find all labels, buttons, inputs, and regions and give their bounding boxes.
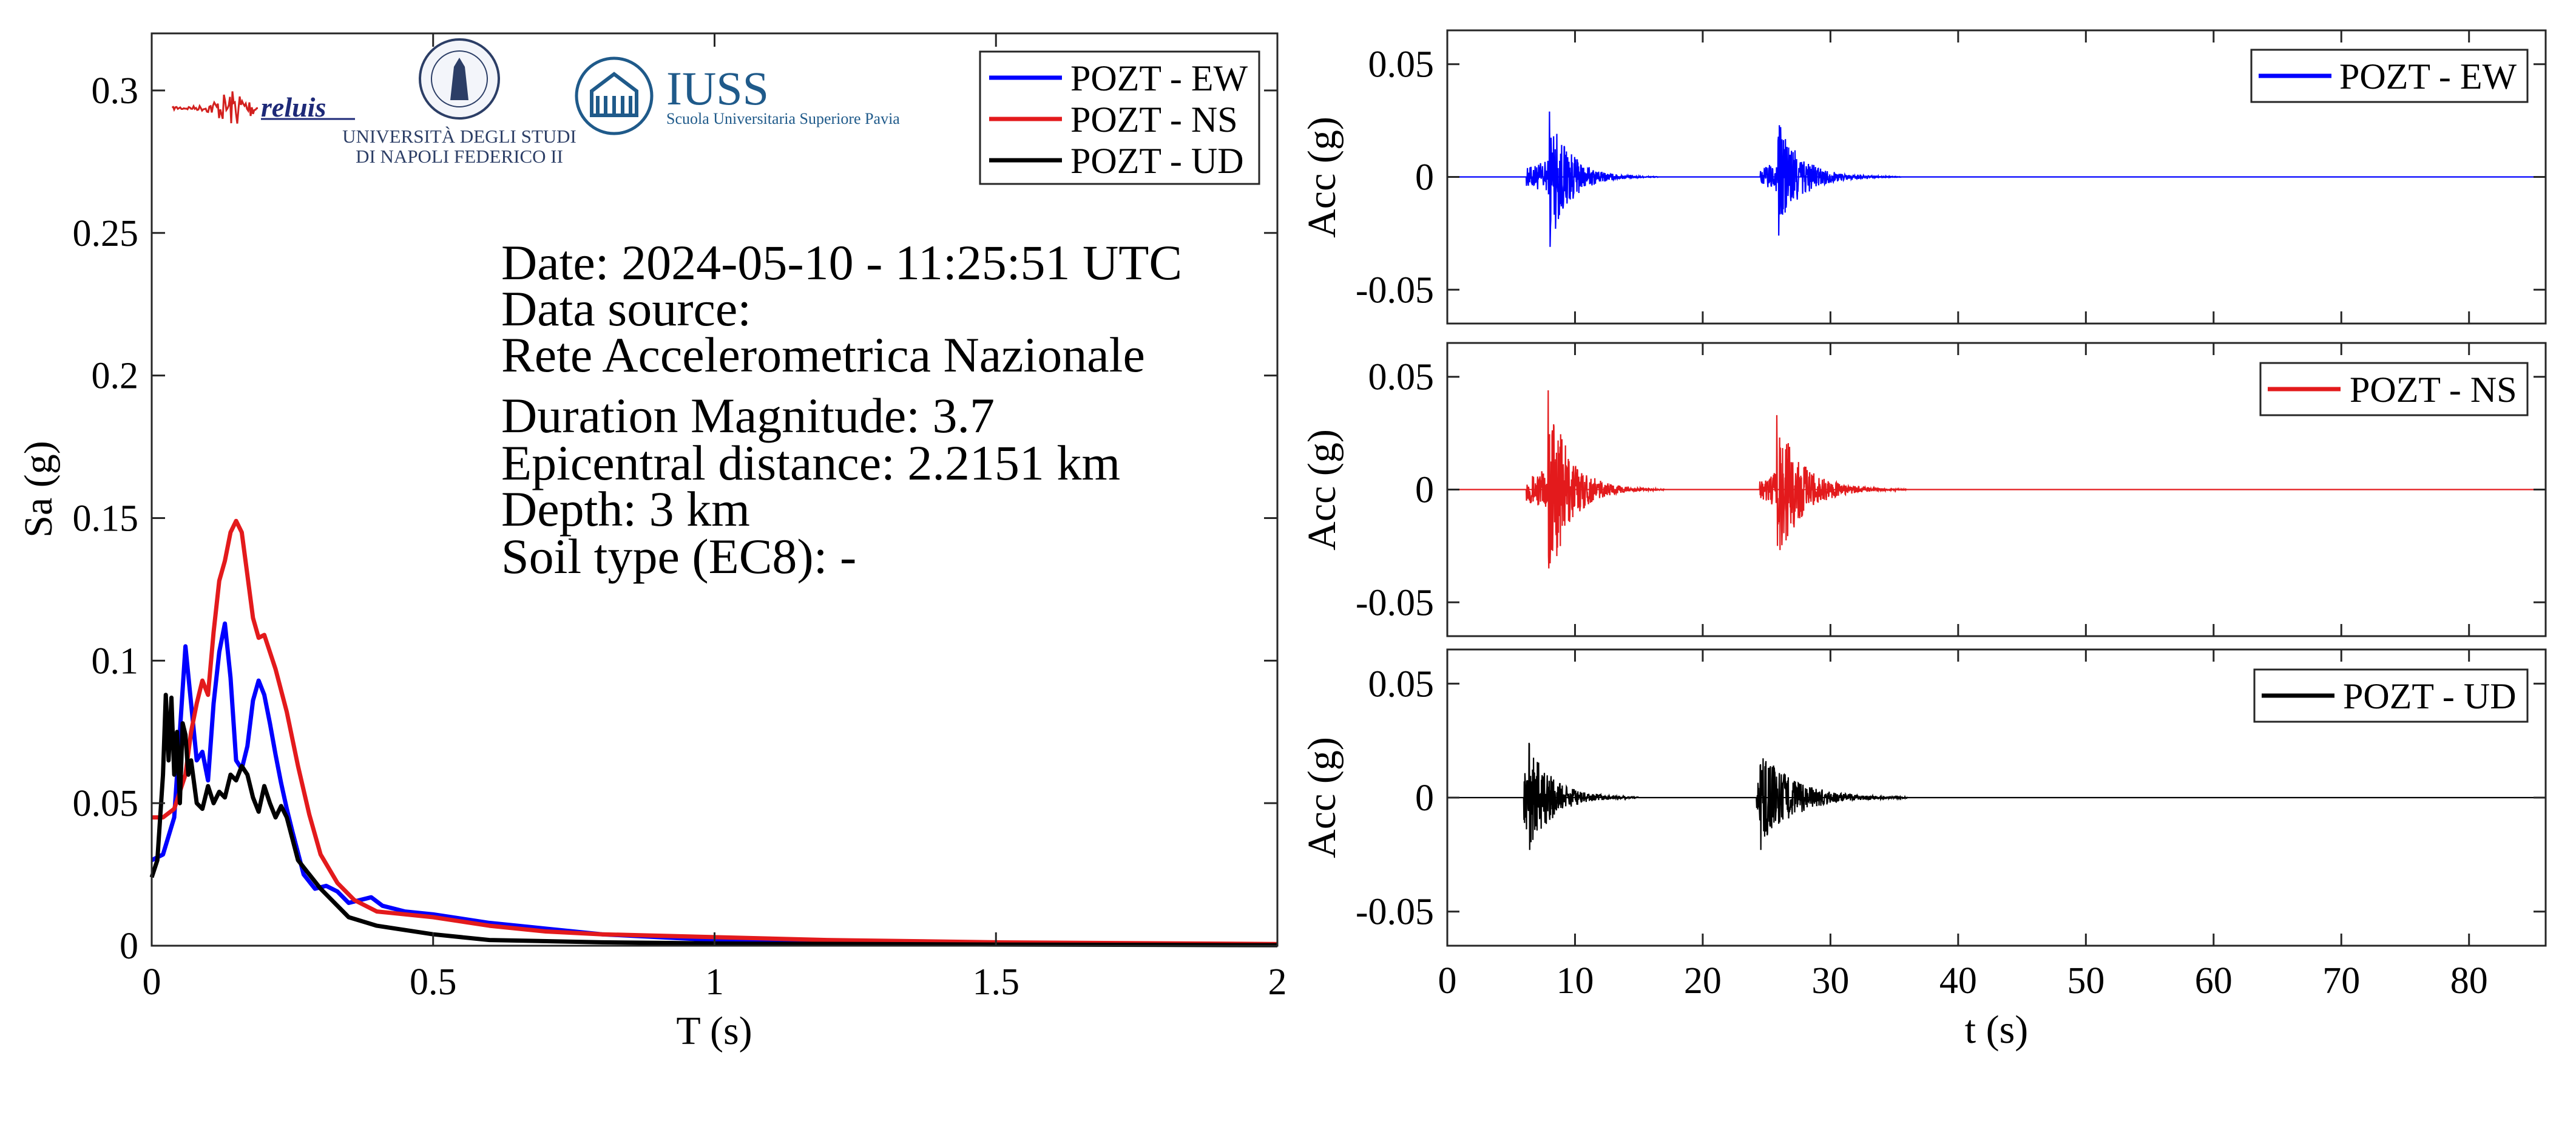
- info-source-label: Data source:: [501, 281, 751, 336]
- info-source-value: Rete Accelerometrica Nazionale: [501, 327, 1145, 382]
- acc-xlabel: t (s): [1965, 1008, 2028, 1052]
- acc-ns-legend-label: POZT - NS: [2350, 370, 2517, 410]
- acc-ew-trace: [1447, 111, 2546, 247]
- info-soil: Soil type (EC8): -: [501, 529, 856, 584]
- acc-ns-trace: [1447, 390, 2546, 569]
- spectrum-xtick-label: 2: [1268, 962, 1287, 1003]
- reluis-seismogram-mark: [172, 91, 355, 124]
- acc-panel-ew: -0.05 0 0.05 Acc (g) POZT - EW: [1300, 29, 2547, 325]
- acc-ew-ytick-label: 0.05: [1368, 44, 1435, 86]
- unina-line2: DI NAPOLI FEDERICO II: [356, 146, 563, 167]
- info-depth: Depth: 3 km: [501, 481, 750, 537]
- acc-ud-ylabel: Acc (g): [1300, 737, 1344, 858]
- acc-ns-ytick-label: 0.05: [1368, 357, 1435, 398]
- spectrum-panel: 0 0.5 1 1.5 2 0 0.05 0.1 0.15 0.2 0.25 0.3 T (s) Sa…: [16, 32, 1287, 1053]
- info-distance: Epicentral distance: 2.2151 km: [501, 435, 1120, 490]
- acc-ew-ylabel: Acc (g): [1300, 117, 1344, 238]
- spectrum-ytick-label: 0.1: [92, 640, 139, 682]
- acc-ew-ytick-label: 0: [1415, 157, 1434, 198]
- spectrum-series-group: [149, 518, 1278, 948]
- spectrum-line-ew: [150, 621, 1278, 947]
- legend-label-ud: POZT - UD: [1070, 141, 1244, 181]
- iuss-logo: IUSS Scuola Universitaria Superiore Pavi…: [575, 56, 900, 135]
- acc-xtick-label: 50: [2067, 960, 2104, 1002]
- reluis-trace: [172, 91, 259, 124]
- spectrum-ytick-label: 0.2: [92, 356, 139, 397]
- info-date: Date: 2024-05-10 - 11:25:51 UTC: [501, 235, 1182, 290]
- spectrum-line-ud: [149, 693, 1278, 948]
- unina-seal-figure: [450, 58, 468, 100]
- acc-ud-ytick-label: -0.05: [1356, 892, 1434, 933]
- acc-ew-legend-label: POZT - EW: [2339, 56, 2517, 97]
- acc-xtick-label: 80: [2450, 960, 2488, 1002]
- acc-ns-trace-group: [1447, 390, 2546, 569]
- spectrum-legend: POZT - EW POZT - NS POZT - UD: [979, 50, 1260, 185]
- unina-seal-inner-ring: [431, 50, 488, 107]
- acc-ns-ytick-label: 0: [1415, 470, 1434, 511]
- unina-logo: UNIVERSITÀ DEGLI STUDI DI NAPOLI FEDERIC…: [342, 38, 576, 167]
- spectrum-ytick-label: 0.15: [73, 498, 139, 539]
- spectrum-ytick-label: 0: [120, 926, 138, 967]
- spectrum-xtick-label: 1.5: [973, 962, 1020, 1003]
- acc-xtick-label: 0: [1438, 960, 1457, 1002]
- acc-ew-ticks: -0.05 0 0.05: [1356, 30, 2546, 324]
- acc-xtick-label: 20: [1684, 960, 1722, 1002]
- acc-ew-ytick-label: -0.05: [1356, 270, 1434, 311]
- acc-ud-trace-group: [1447, 742, 2546, 850]
- spectrum-xtick-label: 1: [705, 962, 724, 1003]
- legend-label-ns: POZT - NS: [1070, 100, 1238, 140]
- spectrum-xtick-label: 0.5: [410, 962, 457, 1003]
- acc-panel-ns: -0.05 0 0.05 Acc (g) POZT - NS: [1300, 342, 2547, 637]
- acc-ud-legend-label: POZT - UD: [2343, 676, 2517, 716]
- acc-ns-ticks: -0.05 0 0.05: [1356, 343, 2546, 636]
- reluis-wordmark: reluis: [261, 92, 326, 123]
- acc-ud-trace: [1447, 742, 2546, 850]
- spectrum-xlabel: T (s): [676, 1009, 752, 1053]
- spectrum-xtick-label: 0: [143, 962, 161, 1003]
- spectrum-ylabel: Sa (g): [16, 441, 61, 537]
- iuss-title: IUSS: [666, 62, 769, 115]
- acc-xtick-label: 30: [1811, 960, 1849, 1002]
- acc-xtick-label: 60: [2195, 960, 2233, 1002]
- spectrum-ytick-label: 0.25: [73, 213, 139, 254]
- spectrum-line-ns: [152, 518, 1278, 946]
- spectrum-ytick-label: 0.05: [73, 783, 139, 824]
- acc-ud-ytick-label: 0.05: [1368, 663, 1435, 705]
- info-magnitude: Duration Magnitude: 3.7: [501, 388, 995, 443]
- acc-ud-ytick-label: 0: [1415, 778, 1434, 819]
- iuss-emblem-building: [590, 72, 638, 117]
- spectrum-ytick-label: 0.3: [92, 70, 139, 112]
- acc-xtick-label: 70: [2322, 960, 2360, 1002]
- legend-label-ew: POZT - EW: [1070, 58, 1248, 98]
- iuss-subtitle: Scuola Universitaria Superiore Pavia: [666, 110, 900, 127]
- reluis-logo: reluis: [172, 91, 355, 124]
- acc-ns-ylabel: Acc (g): [1300, 429, 1344, 551]
- spectrum-ticks: 0 0.5 1 1.5 2 0 0.05 0.1 0.15 0.2 0.25 0.3: [73, 33, 1287, 1003]
- event-info: Date: 2024-05-10 - 11:25:51 UTC Data sou…: [501, 235, 1182, 584]
- acc-xtick-label: 40: [1939, 960, 1977, 1002]
- acc-xtick-label: 10: [1556, 960, 1594, 1002]
- unina-line1: UNIVERSITÀ DEGLI STUDI: [342, 126, 576, 147]
- acc-ew-trace-group: [1447, 111, 2546, 247]
- acc-ns-ytick-label: -0.05: [1356, 582, 1434, 623]
